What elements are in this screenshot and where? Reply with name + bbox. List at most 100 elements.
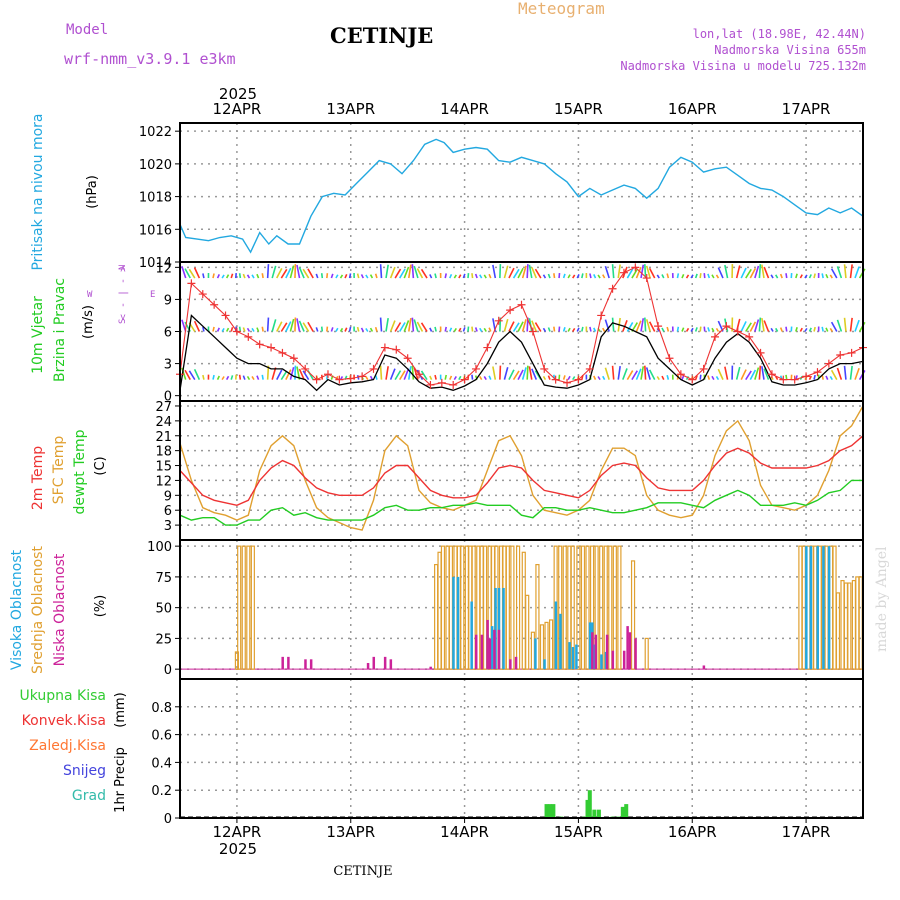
- cloud-bar: [825, 546, 828, 669]
- date-label-top: 15APR: [554, 100, 603, 118]
- wind-arrow: [598, 376, 600, 379]
- wind-arrow: [645, 366, 646, 380]
- wind-arrow: [182, 266, 186, 278]
- wind-arrow: [577, 328, 579, 332]
- wind-arrow: [759, 366, 760, 380]
- wind-arrow: [657, 275, 659, 278]
- wind-arrow: [272, 319, 275, 331]
- y-tick-label: 0: [164, 812, 172, 827]
- wind-arrow: [195, 369, 200, 379]
- wind-arrow: [662, 376, 664, 380]
- wind-arrow: [472, 375, 473, 380]
- wind-arrow: [776, 275, 778, 278]
- wind-arrow: [544, 376, 546, 379]
- wind-arrow: [613, 318, 614, 332]
- wind-arrow: [203, 273, 204, 278]
- wind-arrow: [568, 328, 570, 331]
- wind-arrow: [262, 375, 263, 380]
- cloud-bar: [833, 546, 836, 669]
- gust-marker: [278, 349, 286, 357]
- wind-arrow: [755, 319, 759, 331]
- cloud-bar: [238, 546, 241, 669]
- wind-arrow: [737, 367, 740, 380]
- wind-arrow: [708, 274, 709, 278]
- wind-arrow: [716, 275, 718, 278]
- wind-arrow: [582, 273, 583, 278]
- wind-arrow: [327, 375, 328, 380]
- wind-arrow: [662, 328, 664, 332]
- wind-arrow: [554, 327, 555, 332]
- wind-arrow: [500, 366, 501, 380]
- wind-arrow: [484, 376, 486, 379]
- cloud-mid-label: Srednja Oblacnost: [30, 546, 46, 674]
- wind-arrow: [687, 328, 689, 331]
- cloud-bar: [435, 565, 438, 670]
- precip-total-label: Ukupna Kisa: [19, 688, 106, 704]
- y-tick-label: 9: [164, 489, 172, 504]
- cloud-bar: [822, 546, 825, 669]
- wind-arrow: [484, 328, 486, 331]
- y-tick-label: 75: [155, 571, 172, 586]
- wind-arrow: [603, 328, 605, 331]
- y-tick-label: 50: [155, 602, 172, 617]
- wind-arrow: [414, 320, 418, 332]
- wind-arrow: [568, 376, 570, 379]
- wind-arrow: [227, 275, 229, 278]
- wind-arrow: [336, 275, 338, 278]
- wind-arrow: [218, 376, 220, 380]
- wind-arrow: [594, 376, 596, 380]
- wind-arrow: [297, 318, 300, 331]
- wind-arrow: [568, 275, 570, 278]
- precip-axis-label: 1hr Precip: [113, 747, 128, 813]
- wind-arrow: [331, 327, 332, 331]
- wind-arrow: [248, 275, 250, 278]
- wind-arrow: [350, 327, 351, 332]
- gust-marker: [665, 354, 673, 362]
- cloud-bar: [550, 620, 553, 669]
- date-label-top: 13APR: [326, 100, 375, 118]
- wind-arrow: [708, 327, 709, 331]
- wind-arrow: [786, 273, 787, 278]
- dewpt-line: [180, 480, 863, 525]
- cloud-bar: [844, 583, 847, 669]
- gust-marker: [597, 311, 605, 319]
- cloud-bar: [515, 657, 518, 669]
- cloud-bar: [498, 630, 501, 669]
- wind-arrow: [837, 266, 841, 278]
- wind-arrow: [222, 275, 224, 278]
- cloud-bar: [251, 546, 254, 669]
- plot-layer: 1014101610181020102203691236912151821242…: [139, 100, 867, 841]
- wind-label-2: Brzina i Pravac: [52, 278, 68, 382]
- wind-arrow: [737, 265, 740, 278]
- wind-arrow: [605, 368, 609, 380]
- wind-arrow: [435, 274, 436, 279]
- wind-arrow: [327, 273, 328, 278]
- cloud-bar: [816, 546, 819, 669]
- cloud-bar: [481, 635, 484, 669]
- gust-marker: [518, 301, 526, 309]
- wind-arrow: [822, 273, 823, 278]
- compass-e: E: [150, 290, 155, 300]
- wind-arrow: [404, 267, 408, 278]
- gust-marker: [256, 340, 264, 348]
- cloud-bar: [457, 577, 460, 669]
- wind-arrow: [509, 370, 514, 380]
- y-tick-label: 24: [155, 415, 172, 430]
- compass-n: N: [118, 265, 128, 270]
- y-tick-label: 12: [155, 474, 172, 489]
- meteogram-title: Meteogram: [518, 0, 605, 18]
- wind-arrow: [696, 327, 697, 331]
- wind-arrow: [454, 275, 456, 278]
- y-tick-label: 25: [155, 632, 172, 647]
- wind-arrow: [262, 327, 263, 332]
- model-elevation-text: Nadmorska Visina u modelu 725.132m: [620, 59, 866, 73]
- temp-2m-line: [180, 436, 863, 506]
- wind-arrow: [613, 366, 614, 380]
- wind-arrow: [850, 318, 852, 332]
- wind-arrow: [240, 327, 241, 332]
- y-tick-label: 15: [155, 460, 172, 475]
- wind-arrow: [590, 327, 591, 332]
- cloud-bar: [534, 638, 537, 669]
- cloud-bar: [629, 632, 632, 669]
- wind-arrow: [755, 368, 759, 380]
